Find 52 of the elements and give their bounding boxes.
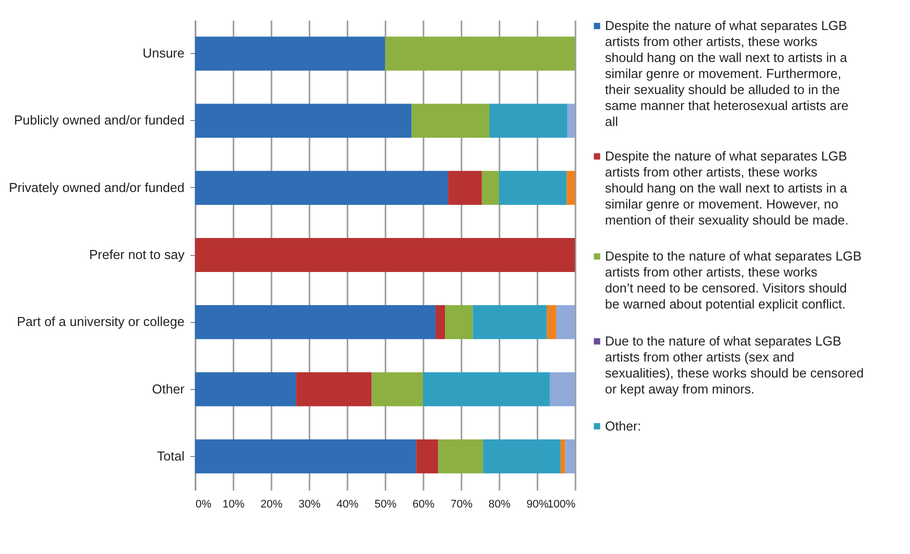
bar [448,170,482,205]
legend-label: Other: [605,418,642,434]
bar [490,104,568,138]
y-tick-label: Other [152,381,186,396]
x-tick-label: 10% [222,498,245,510]
bar [296,372,372,406]
x-tick-label: 100% [547,498,576,510]
bar [372,372,423,406]
bar [412,104,490,138]
bar [195,238,575,272]
legend-label: Despite the nature of what separates LGB artists from other artists, these works should hang on the wall next to artists in a similar genre or movement. Furthermore, their sexuality should be alluded to in the same manner that heterosexual artists are all [605,18,849,129]
y-tick-label: Publicly owned and/or funded [14,112,184,128]
y-tick-label: Total [157,448,185,464]
y-tick-label: Part of a university or college [16,314,184,330]
x-tick-label: 70% [450,498,473,510]
bar [560,439,566,474]
x-tick-label: 20% [260,498,283,510]
bar [436,305,446,340]
bar [482,170,499,205]
legend-label: Due to the nature of what separates LGB artists from other artists (sex and sexualities), these works should be censored or kept away from minors. [605,333,864,396]
y-tick-label: Privately owned and/or funded [8,180,184,195]
bar [499,170,567,205]
x-tick-label: 40% [336,498,359,510]
bar [195,104,412,138]
bar [445,305,473,340]
bar [385,36,575,71]
y-tick-label: Unsure [142,46,184,61]
x-tick-label: 60% [412,498,435,510]
x-tick-label: 0% [196,498,212,510]
y-tick-label: Prefer not to say [89,247,185,262]
bar [472,305,547,340]
bar [565,439,575,474]
bar [566,170,575,205]
bar [195,36,385,71]
bar [556,305,575,340]
legend-label: Despite the nature of what separates LGB artists from other artists, these works should hang on the wall next to artists in a similar genre or movement. However, no mention of their sexuality should be made. [605,148,849,228]
bar [416,439,438,474]
legend-label: Despite to the nature of what separates LGB artists from other artists, these works don’t need to be censored. Visitors should be warned about potential explicit conflict. [605,248,862,312]
bar [438,439,484,474]
bar [195,170,448,205]
bar [195,372,296,406]
bar [195,439,416,474]
x-tick-label: 30% [298,498,321,510]
bar [423,372,550,406]
x-tick-label: 80% [488,498,511,510]
x-tick-label: 90% [526,498,549,510]
bar [546,305,556,340]
bar [567,104,575,138]
x-tick-label: 50% [374,498,397,510]
bar [195,305,436,340]
bar [483,439,561,474]
bar [550,372,575,406]
